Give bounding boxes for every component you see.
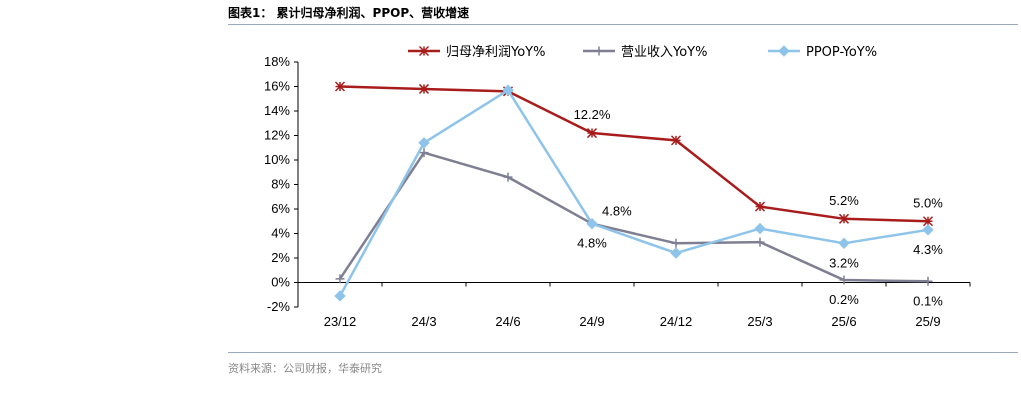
legend-item-2: 营业收入YoY%: [583, 45, 707, 60]
x-tick-label: 25/9: [915, 314, 940, 329]
legend-label: PPOP-YoY%: [806, 45, 877, 60]
plus-marker: [755, 237, 765, 247]
series-line-1: [339, 85, 929, 223]
plus-marker: [419, 148, 429, 158]
y-tick-label: 0%: [271, 275, 290, 290]
diamond-marker: [838, 237, 850, 250]
y-tick-label: 18%: [264, 54, 290, 69]
top-rule: [228, 24, 1018, 25]
asterisk-marker: [418, 45, 430, 57]
diamond-marker: [754, 222, 766, 235]
asterisk-marker: [418, 83, 430, 94]
y-tick-label: 2%: [271, 250, 290, 265]
plus-marker: [671, 238, 681, 248]
line-chart: -2% 0% 2% 4% 6% 8% 10% 12% 14% 16% 18% 23/12 24/3 24/…: [264, 45, 971, 329]
source-note: 资料来源：公司财报，华泰研究: [228, 362, 382, 375]
y-tick-label: 8%: [271, 177, 290, 192]
asterisk-marker: [670, 135, 682, 146]
diamond-marker: [502, 84, 514, 96]
legend-item-1: 归母净利润YoY%: [408, 45, 545, 60]
asterisk-marker: [754, 201, 766, 212]
plus-marker: [594, 46, 604, 56]
diamond-marker: [334, 290, 346, 302]
data-label: 5.0%: [913, 195, 943, 210]
x-tick-label: 25/6: [831, 314, 856, 329]
y-tick-label: 16%: [264, 79, 290, 94]
x-tick-label: 24/6: [495, 314, 520, 329]
plus-marker: [839, 275, 849, 285]
diamond-marker: [418, 137, 430, 149]
x-tick-label: 24/12: [660, 314, 693, 329]
legend: 归母净利润YoY% 营业收入YoY% PPOP-YoY%: [408, 45, 877, 60]
diamond-marker: [670, 247, 682, 259]
x-tick-label: 23/12: [324, 314, 357, 329]
y-tick-label: 10%: [264, 152, 290, 167]
asterisk-marker: [334, 81, 346, 92]
y-tick-label: 14%: [264, 103, 290, 118]
plus-marker: [923, 276, 933, 286]
y-tick-label: 4%: [271, 226, 290, 241]
data-label: 0.2%: [829, 292, 859, 307]
data-label: 12.2%: [574, 107, 611, 122]
data-label: 3.2%: [829, 255, 859, 270]
figure-title: 图表1： 累计归母净利润、PPOP、营收增速: [228, 6, 470, 20]
legend-item-3: PPOP-YoY%: [768, 45, 877, 60]
data-label: 0.1%: [913, 293, 943, 308]
plus-marker: [503, 172, 513, 182]
asterisk-marker: [586, 128, 598, 139]
asterisk-marker: [838, 213, 850, 224]
data-label: 4.3%: [913, 242, 943, 257]
diamond-marker: [922, 224, 934, 236]
bottom-rule: [228, 352, 1018, 353]
diamond-marker: [586, 217, 598, 230]
diamond-marker: [778, 45, 790, 57]
y-tick-label: 12%: [264, 128, 290, 143]
x-tick-label: 25/3: [747, 314, 772, 329]
series-layer: [334, 81, 934, 302]
legend-label: 营业收入YoY%: [621, 45, 707, 60]
axes-layer: -2% 0% 2% 4% 6% 8% 10% 12% 14% 16% 18% 23/12 24/3 24/…: [264, 54, 971, 329]
plus-marker: [335, 274, 345, 284]
asterisk-marker: [922, 216, 934, 227]
y-tick-label: 6%: [271, 201, 290, 216]
x-tick-label: 24/3: [411, 314, 436, 329]
data-label-layer: 12.2% 5.2% 5.0% 4.8% 4.8% 3.2% 4.3% 0.2% 0.1%: [574, 107, 944, 308]
legend-label: 归母净利润YoY%: [446, 45, 545, 60]
data-label: 5.2%: [829, 193, 859, 208]
y-tick-label: -2%: [267, 299, 291, 314]
x-tick-label: 24/9: [579, 314, 604, 329]
series-line-3: [338, 88, 929, 297]
data-label: 4.8%: [577, 236, 607, 251]
series-line-2: [338, 151, 929, 283]
data-label: 4.8%: [602, 204, 632, 219]
